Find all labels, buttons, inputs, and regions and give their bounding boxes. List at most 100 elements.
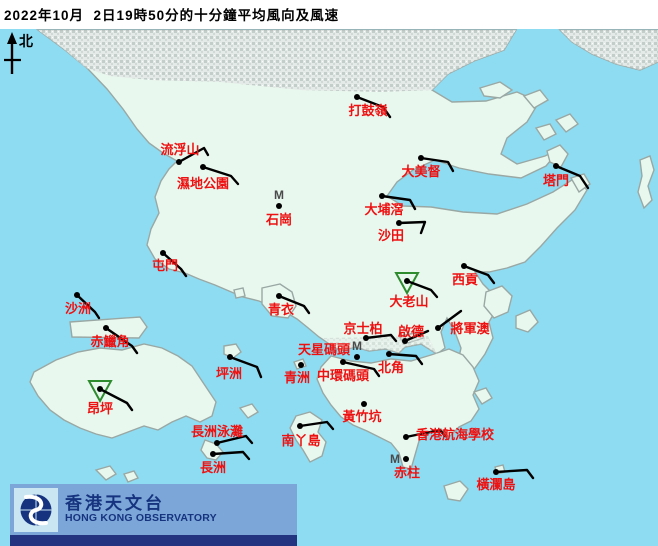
station-tates-cairn: 大老山: [389, 272, 439, 309]
urban-texture-shenzhen: [38, 30, 516, 92]
landmass-ma-wan: [233, 287, 246, 299]
landmass-east-islands: [637, 155, 655, 210]
station-label: 青洲: [284, 370, 310, 385]
missing-data-marker: M: [352, 339, 362, 353]
wind-barb-icon: [177, 146, 210, 164]
station-wetland-park: 濕地公園: [177, 164, 240, 191]
station-label: 中環碼頭: [317, 368, 370, 383]
station-label: 北角: [378, 360, 404, 375]
station-dot-icon: [403, 434, 409, 440]
wind-barb-icon: [364, 333, 398, 343]
station-dot-icon: [298, 362, 304, 368]
station-label: 坪洲: [216, 366, 242, 381]
station-dot-icon: [74, 292, 80, 298]
station-dot-icon: [354, 94, 360, 100]
station-label: 沙洲: [65, 301, 91, 316]
station-ngong-ping: 昂坪: [87, 380, 134, 416]
station-label: 長洲泳灘: [191, 424, 243, 439]
wind-barb-icon: [462, 264, 496, 285]
landmass-crooked-island-2: [522, 89, 550, 109]
north-arrow: 北: [2, 30, 42, 82]
missing-data-marker: M: [274, 188, 284, 202]
station-dot-icon: [461, 263, 467, 269]
station-peng-chau: 坪洲: [216, 354, 263, 381]
wind-barb-icon: [228, 355, 263, 379]
station-tai-mei-tuk: 大美督: [401, 155, 455, 179]
station-label: 香港航海學校: [415, 427, 495, 442]
station-label: 將軍澳: [450, 321, 490, 336]
wind-barb-icon: [298, 420, 335, 431]
station-label: 長洲: [200, 460, 226, 475]
landmass-shelter-island: [515, 309, 539, 333]
station-label: 昂坪: [87, 401, 113, 416]
wind-barb-icon: [341, 360, 381, 378]
landmass-crooked-island-4: [534, 123, 557, 141]
station-kai-tak: 啟德: [398, 324, 430, 344]
landmass-kau-sai-chau: [483, 285, 513, 319]
station-tap-mun: 塔門: [543, 163, 590, 190]
landmass-tung-lung: [472, 387, 493, 405]
station-label: 打鼓嶺: [348, 103, 387, 118]
wind-barb-icon: [277, 294, 311, 315]
station-label: 京士柏: [343, 321, 382, 336]
station-dot-icon: [227, 354, 233, 360]
station-label: 青衣: [268, 302, 294, 317]
station-dot-icon: [176, 159, 182, 165]
landmass-soko-1: [94, 465, 118, 481]
station-label: 石崗: [265, 212, 292, 227]
station-chek-lap-kok: 赤鱲角: [90, 325, 139, 355]
station-label: 西貢: [452, 272, 478, 287]
station-dot-icon: [354, 354, 360, 360]
station-dot-icon: [214, 440, 220, 446]
station-dot-icon: [404, 278, 410, 284]
station-tuen-mun: 屯門: [152, 250, 188, 278]
wind-barb-icon: [403, 329, 430, 343]
landmass-soko-2: [123, 470, 140, 483]
station-sha-tin: 沙田: [378, 220, 427, 243]
station-label: 橫瀾島: [476, 477, 515, 492]
station-label: 赤柱: [394, 465, 420, 480]
hko-banner: 香港天文台 HONG KONG OBSERVATORY: [10, 484, 297, 535]
wind-barb-icon: [404, 428, 447, 439]
station-label: 沙田: [378, 228, 404, 243]
wind-barb-icon: [436, 309, 463, 330]
station-hk-sea-school: 香港航海學校: [403, 427, 495, 442]
station-dot-icon: [297, 423, 303, 429]
station-dot-icon: [403, 456, 409, 462]
page-title: 2022年10月 2日19時50分的十分鐘平均風向及風速: [4, 8, 340, 23]
wind-barb-icon: [215, 434, 254, 445]
hko-name-english: HONG KONG OBSERVATORY: [65, 511, 217, 524]
banner-bottom-strip: [10, 535, 297, 546]
station-lamma-island: 南丫島: [281, 420, 335, 448]
wind-barb-icon: [75, 293, 101, 320]
station-label: 屯門: [152, 258, 178, 273]
station-tai-po-kau: 大埔滘: [364, 193, 417, 217]
landmass-lantau: [29, 343, 217, 439]
station-tseung-kwan-o: 將軍澳: [435, 309, 490, 336]
station-green-island: 青洲: [284, 362, 310, 385]
station-dot-icon: [276, 203, 282, 209]
station-dot-icon: [435, 325, 441, 331]
station-north-point: 北角: [378, 351, 424, 375]
station-dot-icon: [160, 250, 166, 256]
station-label: 濕地公園: [177, 176, 229, 191]
hko-logo-icon: [14, 487, 58, 532]
station-cheung-chau-beach: 長洲泳灘: [191, 424, 254, 446]
hko-name-chinese: 香港天文台: [65, 494, 165, 514]
landmass-crooked-island-1: [479, 81, 514, 99]
station-cheung-chau: 長洲: [200, 450, 251, 475]
wind-barb-icon: [211, 450, 251, 461]
station-central-pier: 中環碼頭: [317, 359, 381, 383]
station-dot-icon: [553, 163, 559, 169]
station-dot-icon: [210, 451, 216, 457]
wind-barb-icon: [161, 251, 188, 278]
landmass-tap-mun: [546, 144, 569, 168]
station-label: 南丫島: [281, 433, 320, 448]
station-shek-kong: M 石崗: [265, 188, 292, 227]
wind-barb-icon: [387, 352, 424, 366]
urban-texture-yantian: [560, 30, 658, 70]
station-label: 黃竹坑: [341, 409, 381, 424]
